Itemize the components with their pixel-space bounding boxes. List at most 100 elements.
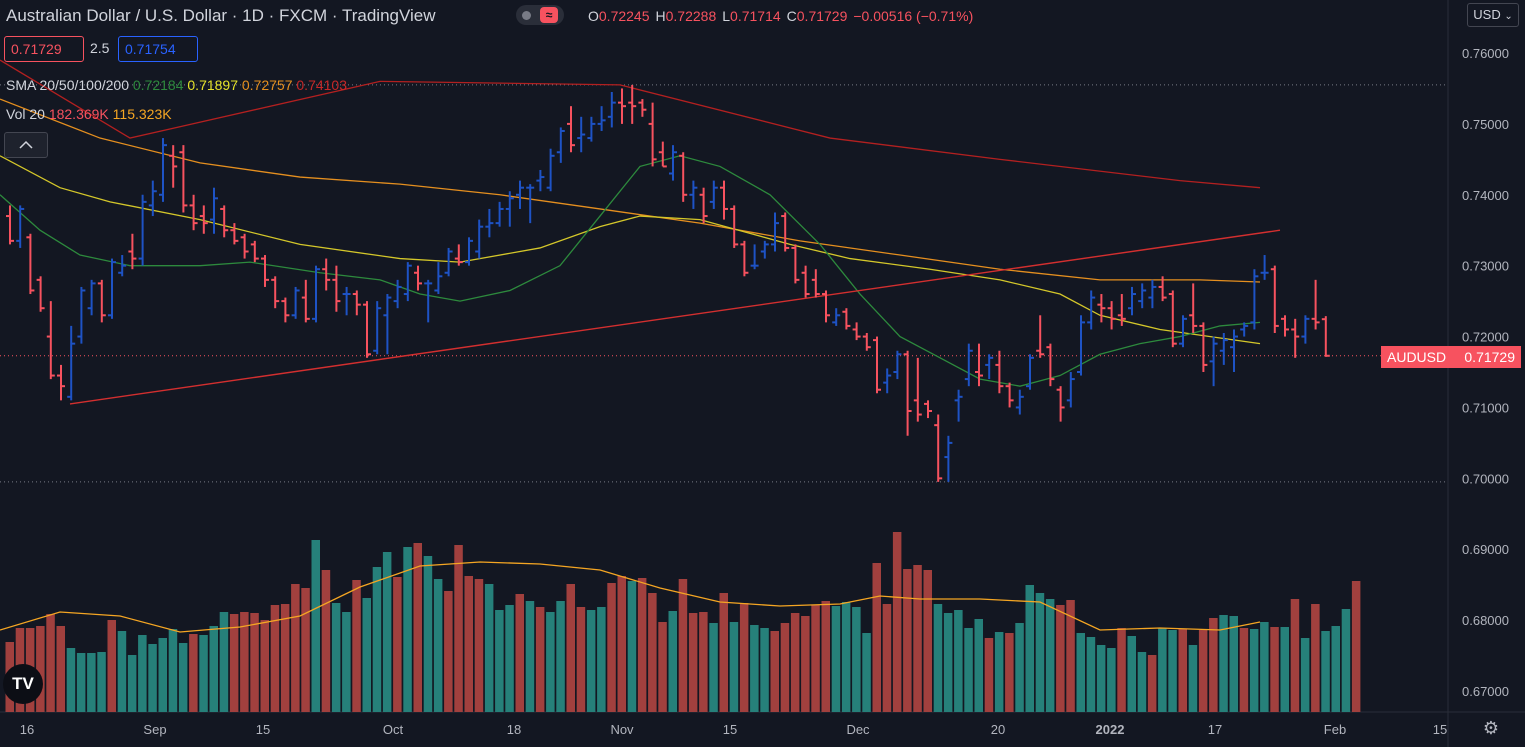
sma20-line <box>0 155 1261 387</box>
ohlc-bar <box>811 269 820 298</box>
ohlc-bar <box>832 308 841 326</box>
volume-bar <box>546 612 555 712</box>
ohlc-bar <box>118 255 127 277</box>
ohlc-bar <box>444 247 453 277</box>
ohlc-bar <box>383 294 392 355</box>
ohlc-bar <box>36 276 45 312</box>
ohlc-bar <box>1260 255 1269 280</box>
price-label-symbol: AUDUSD <box>1387 349 1447 365</box>
ohlc-bar <box>403 262 412 302</box>
ohlc-bar <box>924 400 932 419</box>
ohlc-bar <box>1097 294 1106 323</box>
x-tick-label: 15 <box>1433 722 1447 737</box>
volume-bar <box>342 612 351 712</box>
y-tick-label: 0.70000 <box>1462 471 1509 486</box>
gear-icon[interactable]: ⚙ <box>1482 718 1500 738</box>
ohlc-bar <box>1148 279 1157 309</box>
ohlc-bar <box>546 148 555 192</box>
volume-bar <box>1331 626 1340 712</box>
high-label: H <box>655 8 666 24</box>
ohlc-bar <box>1189 283 1198 334</box>
volume-bar <box>1270 627 1279 712</box>
vol-ma-value: 115.323K <box>112 106 172 122</box>
ohlc-bar <box>1209 336 1218 387</box>
volume-bar <box>780 623 790 712</box>
volume-bar <box>1096 645 1106 712</box>
volume-bar <box>770 631 779 712</box>
volume-bar <box>576 607 586 712</box>
ohlc-bar <box>128 233 137 270</box>
ohlc-bar <box>108 258 116 319</box>
volume-bar <box>1137 652 1147 712</box>
volume-bar <box>413 543 422 712</box>
ohlc-bar <box>750 244 759 270</box>
volume-bar <box>862 633 871 712</box>
volume-bar <box>709 623 718 712</box>
ohlc-bar <box>760 240 769 259</box>
volume-bar <box>729 622 739 712</box>
ohlc-bar <box>852 322 861 341</box>
volume-bar <box>1076 633 1085 712</box>
ohlc-bar <box>709 180 718 209</box>
ohlc-bar <box>261 255 269 287</box>
volume-bar <box>66 648 76 712</box>
volume-bar <box>801 616 810 712</box>
ohlc-bar <box>271 276 280 309</box>
ohlc-bar <box>1046 343 1055 387</box>
tradingview-logo-icon[interactable]: TV <box>3 664 43 704</box>
y-tick-label: 0.68000 <box>1462 613 1509 628</box>
ohlc-bar <box>944 435 953 482</box>
volume-bar <box>790 613 800 712</box>
sell-price-button[interactable]: 0.71729 <box>4 36 84 62</box>
volume-bar <box>658 622 667 712</box>
volume-bar <box>760 628 769 712</box>
buy-price-button[interactable]: 0.71754 <box>118 36 198 62</box>
volume-bar <box>1188 645 1198 712</box>
volume-bar <box>903 569 912 712</box>
volume-bar <box>189 634 198 712</box>
sma100-line <box>0 98 1261 283</box>
ohlc-bar <box>628 84 637 124</box>
volume-bar <box>525 601 535 712</box>
ohlc-readout: O0.72245 H0.72288 L0.71714 C0.71729 −0.00516… <box>588 8 979 24</box>
y-tick-label: 0.73000 <box>1462 259 1509 274</box>
x-tick-label: 18 <box>507 722 521 737</box>
volume-bar <box>444 591 453 712</box>
volume-bar <box>699 612 708 712</box>
ohlc-bar <box>556 127 565 163</box>
volume-bar <box>1341 609 1351 712</box>
ohlc-bar <box>210 187 218 234</box>
chart-type-toggle[interactable]: ≈ <box>516 5 564 25</box>
collapse-legend-button[interactable] <box>4 132 48 158</box>
ohlc-bar <box>414 265 422 291</box>
spread-value: 2.5 <box>90 40 110 56</box>
ohlc-bar <box>689 180 698 209</box>
ohlc-bar <box>475 219 484 259</box>
volume-bar <box>1158 628 1167 712</box>
currency-selector[interactable]: USD ⌄ <box>1467 3 1519 27</box>
vol-value: 182.369K <box>48 106 109 122</box>
x-tick-label: 17 <box>1208 722 1222 737</box>
ohlc-bar <box>97 279 106 323</box>
ohlc-bar <box>16 205 25 248</box>
volume-bar <box>607 583 616 712</box>
volume-bar <box>219 612 229 712</box>
ohlc-bar <box>995 350 1004 394</box>
ohlc-bar <box>312 265 320 323</box>
x-tick-label: Oct <box>383 722 404 737</box>
sma-legend[interactable]: SMA 20/50/100/200 0.72184 0.71897 0.7275… <box>6 77 347 93</box>
volume-bar <box>433 579 443 712</box>
volume-legend[interactable]: Vol 20 182.369K 115.323K <box>6 106 172 122</box>
indicator-lines <box>0 59 1281 633</box>
volume-bar <box>1147 655 1157 712</box>
volume-bar <box>1056 605 1065 712</box>
ohlc-bar <box>618 88 626 124</box>
ohlc-bar <box>1117 294 1126 326</box>
volume-bar <box>56 626 65 712</box>
volume-bar <box>933 604 943 712</box>
ohlc-bar <box>240 233 249 259</box>
volume-bar <box>352 580 361 712</box>
volume-bar <box>331 603 341 712</box>
volume-bar <box>1005 633 1014 712</box>
